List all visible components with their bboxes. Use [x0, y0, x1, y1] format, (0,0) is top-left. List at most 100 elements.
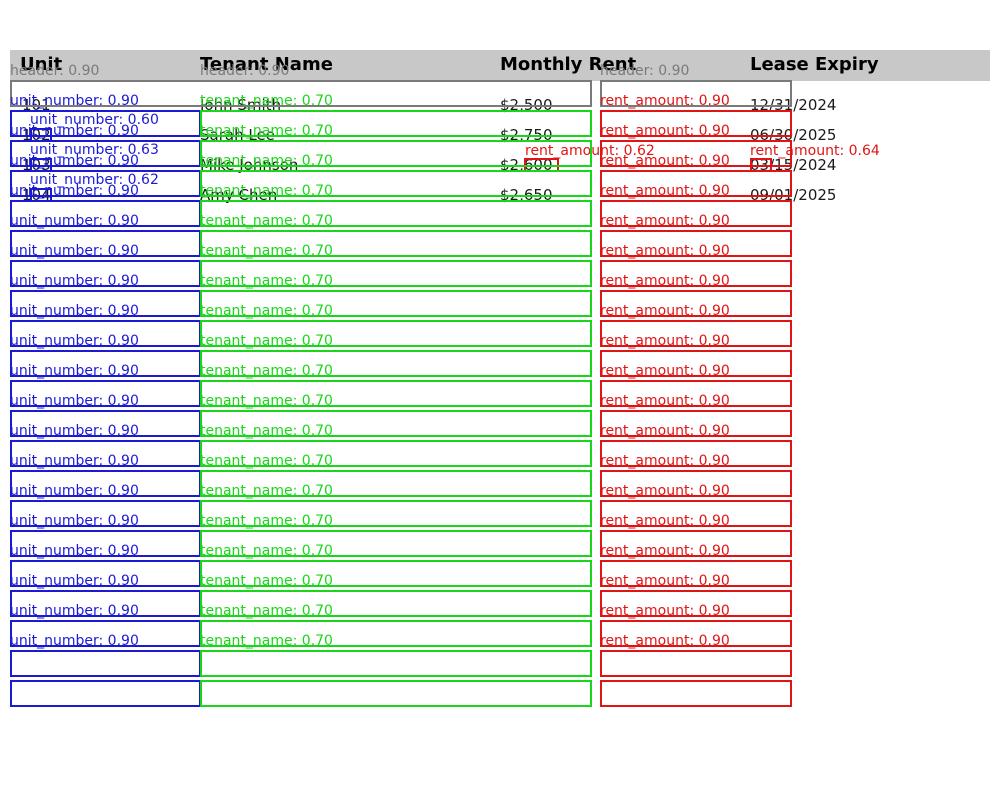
rent-amount-detection-label: rent_amount: 0.90: [600, 483, 730, 499]
tenant-name-detection-label: tenant_name: 0.70: [200, 123, 333, 139]
tenant-name-detection-label: tenant_name: 0.70: [200, 603, 333, 619]
tenant-name-detection-box: [200, 350, 592, 377]
header-detection-box: [600, 80, 792, 107]
tenant-name-detection-label: tenant_name: 0.70: [200, 213, 333, 229]
unit-number-detection-box: [10, 680, 201, 707]
rent-amount-detection-box: [600, 260, 792, 287]
rent-amount-detection-box: [600, 470, 792, 497]
tenant-name-detection-label: tenant_name: 0.70: [200, 243, 333, 259]
tenant-name-detection-box: [200, 500, 592, 527]
tenant-name-detection-box: [200, 470, 592, 497]
rent-amount-detection-label: rent_amount: 0.90: [600, 123, 730, 139]
column-header-monthly-rent: Monthly Rent: [500, 54, 637, 75]
rent-amount-detection-box: [600, 320, 792, 347]
column-header-tenant-name: Tenant Name: [200, 54, 333, 75]
tenant-name-detection-box: [200, 260, 592, 287]
unit-number-detection-label: unit_number: 0.90: [10, 543, 139, 559]
unit-number-detection-label: unit_number: 0.90: [10, 633, 139, 649]
tenant-name-detection-label: tenant_name: 0.70: [200, 153, 333, 169]
unit-number-detection-label: unit_number: 0.90: [10, 363, 139, 379]
rent-amount-detection-box: [600, 500, 792, 527]
unit-number-detection-label: unit_number: 0.90: [10, 243, 139, 259]
unit-number-detection-label: unit_number: 0.90: [10, 93, 139, 109]
tenant-name-detection-label: tenant_name: 0.70: [200, 633, 333, 649]
unit-number-detection-label: unit_number: 0.90: [10, 213, 139, 229]
rent-amount-detection-label: rent_amount: 0.90: [600, 423, 730, 439]
rent-amount-detection-label: rent_amount: 0.90: [600, 333, 730, 349]
tenant-name-detection-box: [200, 320, 592, 347]
rent-amount-detection-box: [600, 230, 792, 257]
rent-amount-detection-box: [600, 200, 792, 227]
unit-number-detection-label: unit_number: 0.90: [10, 513, 139, 529]
rent-amount-detection-box: [600, 110, 792, 137]
rent-amount-detection-box: [600, 620, 792, 647]
rent-amount-detection-label: rent_amount: 0.90: [600, 513, 730, 529]
tenant-name-detection-label: tenant_name: 0.70: [200, 483, 333, 499]
rent-amount-detection-label: rent_amount: 0.90: [600, 153, 730, 169]
column-header-lease-expiry: Lease Expiry: [750, 54, 879, 75]
rent-amount-detection-box: [600, 440, 792, 467]
unit-number-detection-label: unit_number: 0.90: [10, 453, 139, 469]
rent-amount-detection-label: rent_amount: 0.90: [600, 543, 730, 559]
tenant-name-detection-box: [200, 380, 592, 407]
tenant-name-detection-box: [200, 410, 592, 437]
unit-number-small-label: unit_number: 0.60: [30, 112, 159, 128]
unit-number-detection-label: unit_number: 0.90: [10, 393, 139, 409]
unit-number-detection-label: unit_number: 0.90: [10, 603, 139, 619]
header-detection-label: header: 0.90: [10, 63, 100, 79]
tenant-name-detection-box: [200, 530, 592, 557]
expiry-small-label: rent_amount: 0.64: [750, 143, 880, 159]
rent-amount-detection-label: rent_amount: 0.90: [600, 243, 730, 259]
rent-amount-detection-label: rent_amount: 0.90: [600, 393, 730, 409]
rent-amount-detection-box: [600, 560, 792, 587]
tenant-name-detection-label: tenant_name: 0.70: [200, 273, 333, 289]
tenant-name-detection-label: tenant_name: 0.70: [200, 303, 333, 319]
tenant-name-detection-box: [200, 290, 592, 317]
table-header-band: [10, 50, 990, 81]
rent-amount-detection-label: rent_amount: 0.90: [600, 213, 730, 229]
header-detection-box: [10, 80, 592, 107]
unit-number-small-label: unit_number: 0.63: [30, 142, 159, 158]
rent-amount-detection-label: rent_amount: 0.90: [600, 273, 730, 289]
tenant-name-detection-label: tenant_name: 0.70: [200, 333, 333, 349]
tenant-name-detection-label: tenant_name: 0.70: [200, 423, 333, 439]
cell-expiry: 06/30/2025: [750, 126, 837, 144]
unit-number-detection-label: unit_number: 0.90: [10, 273, 139, 289]
rent-amount-detection-box: [600, 410, 792, 437]
tenant-name-detection-label: tenant_name: 0.70: [200, 363, 333, 379]
rent-amount-detection-box: [600, 170, 792, 197]
unit-number-small-label: unit_number: 0.62: [30, 172, 159, 188]
tenant-name-detection-box: [200, 440, 592, 467]
tenant-name-detection-box: [200, 200, 592, 227]
cell-expiry: 09/01/2025: [750, 186, 837, 204]
unit-number-detection-label: unit_number: 0.90: [10, 303, 139, 319]
rent-amount-detection-label: rent_amount: 0.90: [600, 573, 730, 589]
rent-amount-detection-label: rent_amount: 0.90: [600, 603, 730, 619]
unit-number-detection-label: unit_number: 0.90: [10, 573, 139, 589]
tenant-name-detection-box: [200, 650, 592, 677]
rent-amount-detection-box: [600, 380, 792, 407]
tenant-name-detection-box: [200, 590, 592, 617]
rent-amount-detection-box: [600, 590, 792, 617]
column-header-unit: Unit: [20, 54, 63, 75]
unit-number-detection-label: unit_number: 0.90: [10, 423, 139, 439]
tenant-name-detection-label: tenant_name: 0.70: [200, 183, 333, 199]
rent-amount-detection-box: [600, 530, 792, 557]
rent-amount-detection-box: [600, 290, 792, 317]
rent-amount-detection-label: rent_amount: 0.90: [600, 453, 730, 469]
rent-amount-detection-box: [600, 650, 792, 677]
tenant-name-detection-label: tenant_name: 0.70: [200, 573, 333, 589]
header-detection-label: header: 0.90: [600, 63, 690, 79]
tenant-name-detection-label: tenant_name: 0.70: [200, 453, 333, 469]
unit-number-detection-label: unit_number: 0.90: [10, 333, 139, 349]
unit-number-detection-box: [10, 650, 201, 677]
tenant-name-detection-box: [200, 230, 592, 257]
rent-amount-detection-label: rent_amount: 0.90: [600, 633, 730, 649]
rent-amount-detection-label: rent_amount: 0.90: [600, 93, 730, 109]
tenant-name-detection-box: [200, 170, 592, 197]
tenant-name-detection-label: tenant_name: 0.70: [200, 513, 333, 529]
tenant-name-detection-box: [200, 140, 592, 167]
tenant-name-detection-label: tenant_name: 0.70: [200, 393, 333, 409]
rent-amount-detection-box: [600, 680, 792, 707]
